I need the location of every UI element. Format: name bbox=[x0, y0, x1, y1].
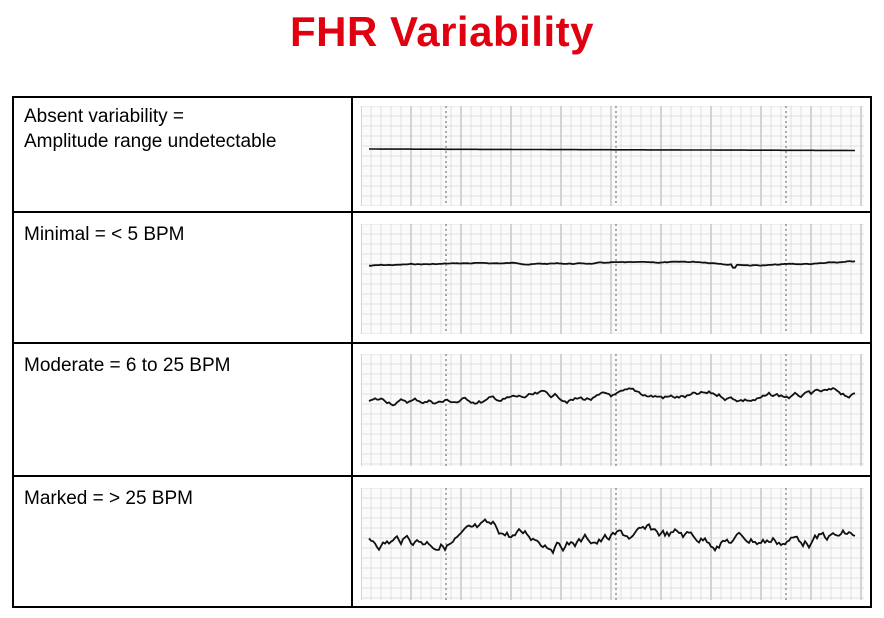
row-label-line: Amplitude range undetectable bbox=[24, 131, 277, 152]
fhr-trace-line bbox=[368, 386, 856, 407]
variability-table: Absent variability = Amplitude range und… bbox=[12, 96, 872, 608]
row-divider bbox=[14, 475, 870, 477]
row-label-minimal: Minimal = < 5 BPM bbox=[24, 222, 344, 247]
column-divider bbox=[351, 98, 353, 606]
fhr-strip-minimal bbox=[361, 224, 864, 334]
row-divider bbox=[14, 211, 870, 213]
fhr-strip-absent bbox=[361, 106, 864, 206]
fhr-strip-marked bbox=[361, 488, 864, 600]
row-label-line: Moderate = 6 to 25 BPM bbox=[24, 355, 231, 376]
row-label-marked: Marked = > 25 BPM bbox=[24, 486, 344, 511]
fhr-strip-svg bbox=[361, 106, 864, 206]
fhr-strip-moderate bbox=[361, 354, 864, 466]
fhr-strip-svg bbox=[361, 354, 864, 466]
page-title: FHR Variability bbox=[290, 8, 594, 55]
fhr-strip-svg bbox=[361, 224, 864, 334]
row-label-line: Minimal = < 5 BPM bbox=[24, 224, 185, 245]
row-label-line: Marked = > 25 BPM bbox=[24, 488, 193, 509]
fhr-strip-svg bbox=[361, 488, 864, 600]
fhr-trace-line bbox=[368, 260, 856, 269]
row-label-line: Absent variability = bbox=[24, 106, 184, 127]
fhr-trace-line bbox=[369, 148, 855, 152]
fhr-trace-line bbox=[368, 518, 856, 555]
row-label-moderate: Moderate = 6 to 25 BPM bbox=[24, 353, 344, 378]
row-divider bbox=[14, 342, 870, 344]
row-label-absent: Absent variability = Amplitude range und… bbox=[24, 104, 344, 154]
